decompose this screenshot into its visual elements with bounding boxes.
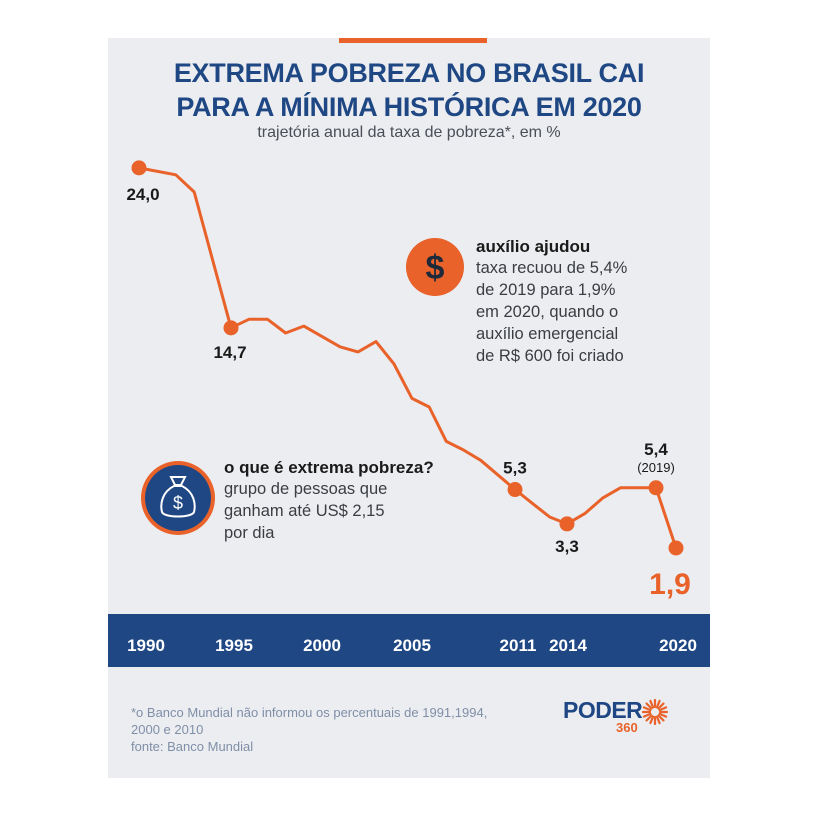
footnote-line: 2000 e 2010 (131, 722, 204, 737)
sun-ray (657, 714, 665, 722)
sun-ray (655, 715, 661, 725)
data-label: 1,9 (649, 568, 691, 601)
dollar-icon: $ (406, 238, 464, 296)
x-tick-label: 2014 (549, 636, 587, 655)
data-label: 3,3 (555, 537, 579, 556)
money-bag-icon: $ (141, 461, 215, 535)
data-label: 24,0 (126, 185, 159, 204)
logo-word: PODER (563, 697, 643, 723)
series-line (138, 166, 678, 549)
sun-ray (658, 712, 668, 718)
sun-ray (649, 699, 655, 709)
data-label: 14,7 (213, 343, 246, 362)
definition-note-line: ganham até US$ 2,15 (224, 502, 385, 520)
title-line-2: PARA A MÍNIMA HISTÓRICA EM 2020 (176, 92, 642, 122)
sun-ray (642, 706, 652, 712)
aid-note-line: auxílio emergencial (476, 325, 619, 343)
logo-number: 360 (616, 720, 638, 735)
title-line-1: EXTREMA POBREZA NO BRASIL CAI (173, 58, 645, 88)
svg-text:$: $ (173, 493, 183, 513)
poder360-logo: PODER 360 (563, 697, 673, 735)
x-tick-label: 2000 (303, 636, 341, 655)
sun-ray (649, 715, 655, 725)
chart-subtitle: trajetória anual da taxa de pobreza*, em… (257, 124, 561, 141)
source-line: fonte: Banco Mundial (131, 739, 254, 754)
definition-note: o que é extrema pobreza? grupo de pessoa… (224, 458, 434, 544)
x-axis-band (108, 614, 710, 667)
sun-ray (655, 699, 661, 709)
footnote-line: *o Banco Mundial não informou os percent… (131, 705, 488, 720)
accent-bar (339, 38, 487, 43)
data-label: 5,4 (644, 440, 668, 459)
data-point (648, 480, 664, 496)
sun-burst-icon (641, 698, 669, 726)
x-tick-label: 1990 (127, 636, 165, 655)
sun-ray (658, 706, 668, 712)
definition-note-line: por dia (224, 524, 275, 542)
aid-note-line: taxa recuou de 5,4% (476, 259, 628, 277)
data-label: 5,3 (503, 459, 527, 478)
aid-note-title: auxílio ajudou (476, 237, 591, 256)
data-point (668, 540, 684, 556)
sun-ray (642, 712, 652, 718)
sun-ray (645, 714, 653, 722)
x-tick-label: 2011 (500, 636, 537, 655)
aid-note: auxílio ajudou taxa recuou de 5,4% de 20… (476, 237, 627, 367)
chart-title: EXTREMA POBREZA NO BRASIL CAI PARA A MÍN… (108, 56, 710, 124)
data-point (559, 516, 575, 532)
data-sublabel: (2019) (637, 460, 675, 475)
data-point (223, 320, 239, 336)
x-tick-label: 2005 (393, 636, 431, 655)
aid-note-line: de R$ 600 foi criado (476, 347, 624, 365)
data-point (507, 482, 523, 498)
definition-note-line: grupo de pessoas que (224, 480, 388, 498)
x-tick-label: 2020 (659, 636, 697, 655)
x-tick-label: 1995 (215, 636, 253, 655)
aid-note-line: em 2020, quando o (476, 303, 619, 321)
sun-ray (645, 702, 653, 710)
footnote: *o Banco Mundial não informou os percent… (131, 704, 531, 755)
aid-note-line: de 2019 para 1,9% (476, 281, 616, 299)
sun-ray (657, 702, 665, 710)
definition-note-title: o que é extrema pobreza? (224, 458, 434, 477)
data-point (131, 160, 147, 176)
svg-text:$: $ (426, 249, 445, 287)
